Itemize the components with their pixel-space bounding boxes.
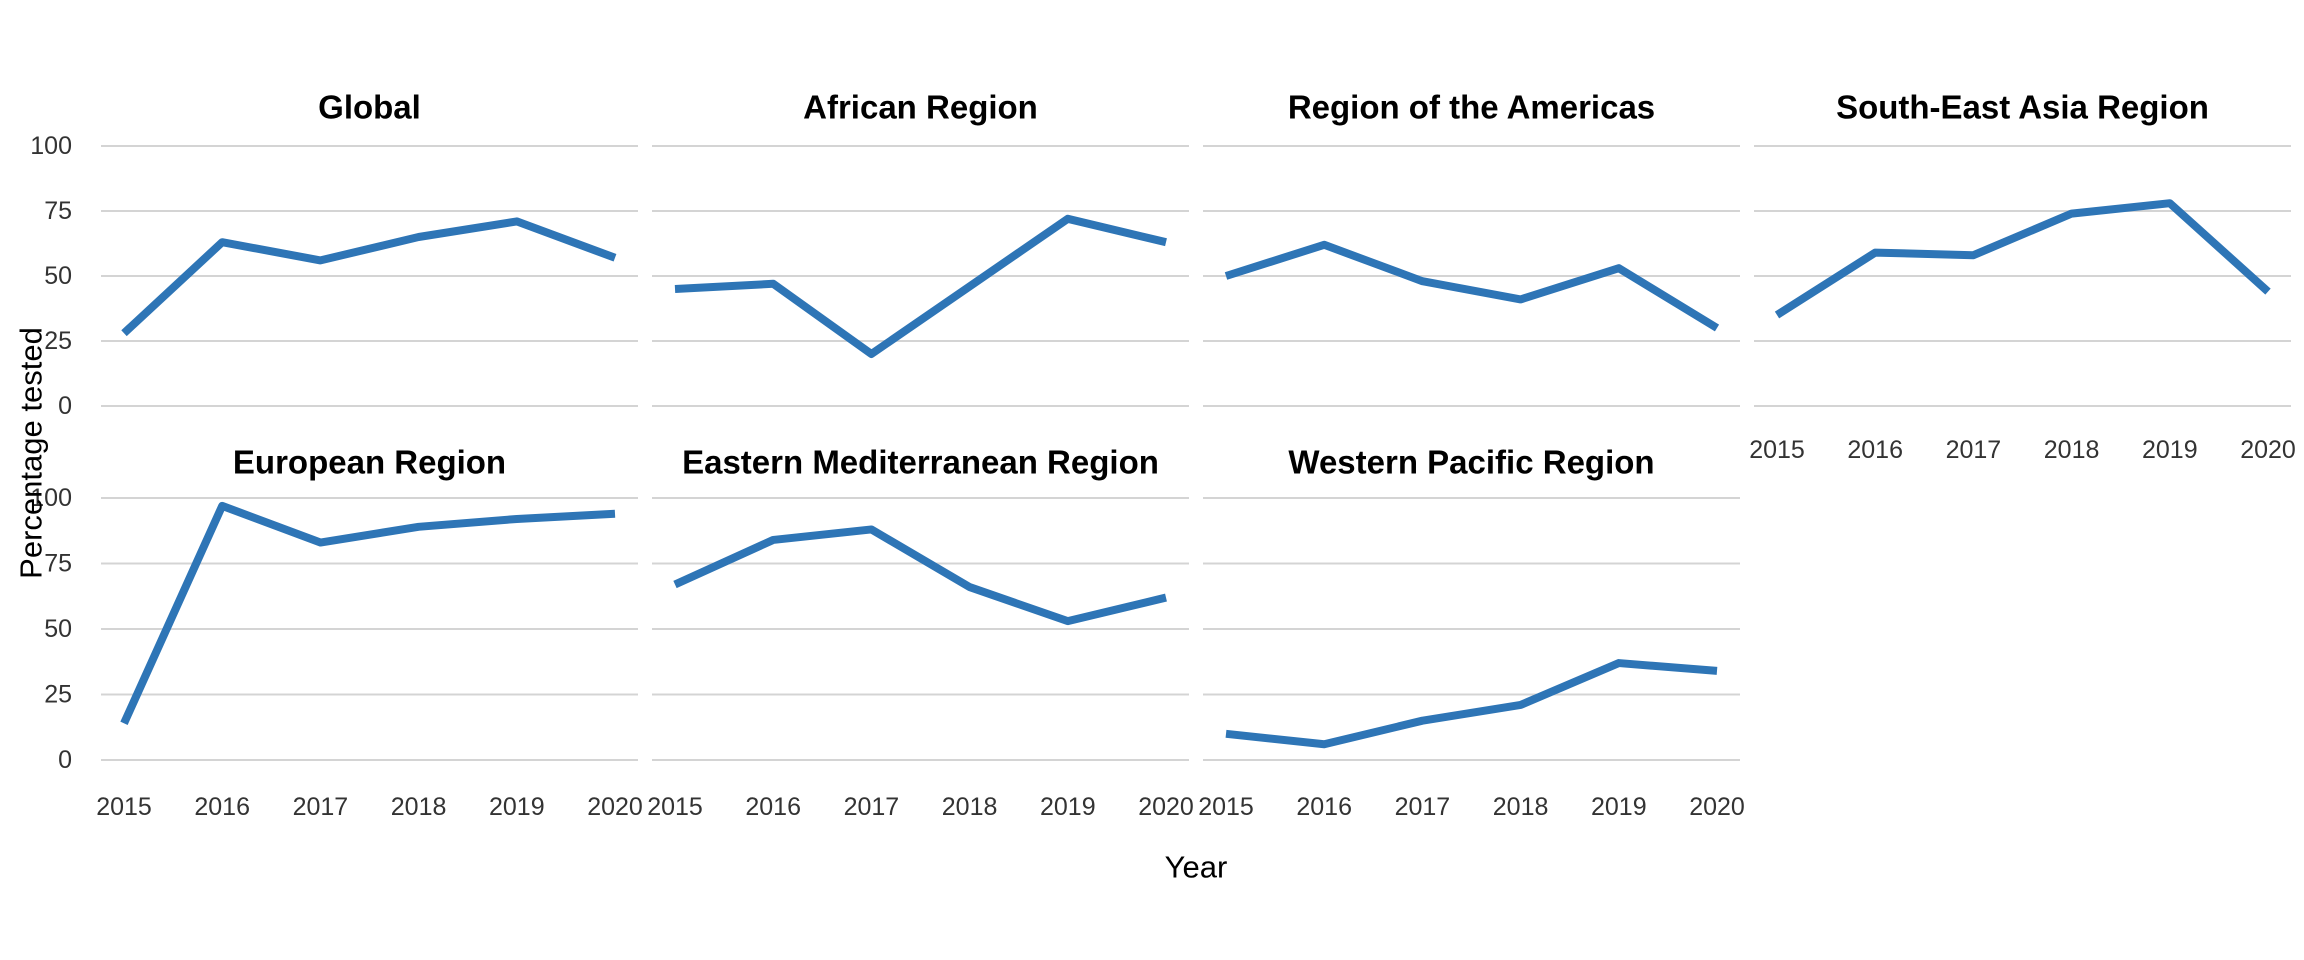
- x-tick-label: 2018: [2044, 436, 2100, 464]
- x-axis-title: Year: [1165, 850, 1228, 885]
- data-line: [1225, 659, 1718, 749]
- y-tick-label: 0: [58, 746, 72, 774]
- y-tick-label: 75: [44, 550, 72, 578]
- x-tick-label: 2017: [844, 793, 900, 821]
- x-tick-label: 2018: [1493, 793, 1549, 821]
- x-tick-label: 2017: [1395, 793, 1451, 821]
- y-tick-label: 75: [44, 197, 72, 225]
- x-tick-label: 2020: [2240, 436, 2296, 464]
- facet-title: Global: [318, 89, 421, 126]
- x-tick-label: 2019: [1040, 793, 1096, 821]
- facet-title: Region of the Americas: [1288, 89, 1655, 126]
- x-tick-label: 2018: [942, 793, 998, 821]
- y-tick-label: 25: [44, 681, 72, 709]
- facet-title: Eastern Mediterranean Region: [682, 444, 1159, 481]
- data-line: [120, 501, 616, 725]
- x-tick-label: 2015: [647, 793, 703, 821]
- x-tick-label: 2015: [96, 793, 152, 821]
- y-tick-label: 50: [44, 262, 72, 290]
- y-tick-label: 100: [30, 132, 72, 160]
- x-tick-label: 2018: [391, 793, 447, 821]
- x-tick-label: 2019: [489, 793, 545, 821]
- facet-title: Western Pacific Region: [1288, 444, 1654, 481]
- y-tick-label: 50: [44, 615, 72, 643]
- x-tick-label: 2016: [1847, 436, 1903, 464]
- x-tick-label: 2016: [194, 793, 250, 821]
- x-tick-label: 2016: [1296, 793, 1352, 821]
- y-tick-label: 25: [44, 327, 72, 355]
- facet-title: European Region: [233, 444, 506, 481]
- data-line: [1774, 199, 2271, 319]
- x-tick-label: 2015: [1198, 793, 1254, 821]
- data-line: [673, 525, 1167, 626]
- facet-title: South-East Asia Region: [1836, 89, 2209, 126]
- data-line: [1224, 240, 1720, 332]
- facet-title: African Region: [803, 89, 1038, 126]
- y-axis-title: Percentage tested: [14, 327, 49, 579]
- x-tick-label: 2017: [293, 793, 349, 821]
- x-tick-label: 2020: [1689, 793, 1745, 821]
- x-tick-label: 2015: [1749, 436, 1805, 464]
- data-line: [674, 214, 1167, 358]
- x-tick-label: 2020: [1138, 793, 1194, 821]
- x-tick-label: 2019: [2142, 436, 2198, 464]
- x-tick-label: 2016: [745, 793, 801, 821]
- x-tick-label: 2017: [1946, 436, 2002, 464]
- y-tick-label: 100: [30, 484, 72, 512]
- y-tick-label: 0: [58, 392, 72, 420]
- data-line: [121, 217, 617, 337]
- x-tick-label: 2020: [587, 793, 643, 821]
- x-tick-label: 2019: [1591, 793, 1647, 821]
